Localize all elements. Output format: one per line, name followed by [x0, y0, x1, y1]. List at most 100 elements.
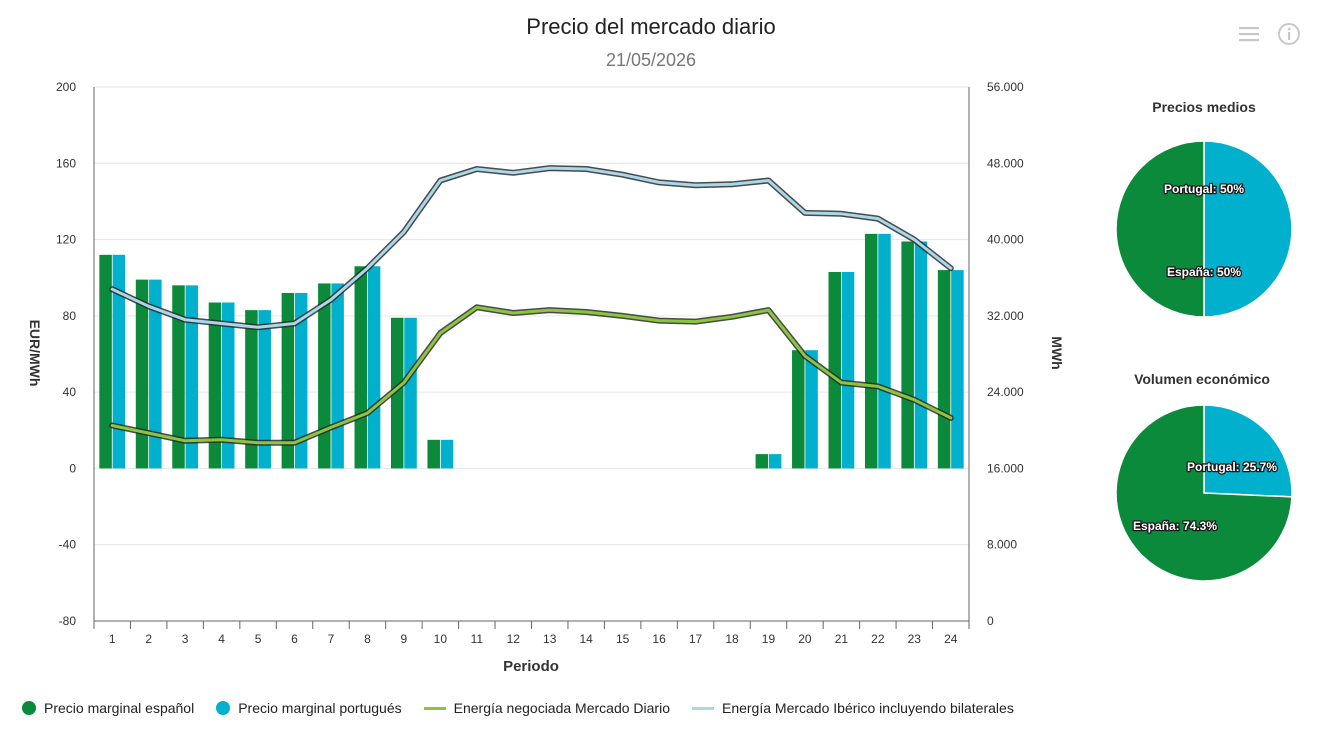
bar-precio-portugues: [841, 271, 855, 469]
bar-precio-espanol: [172, 285, 185, 469]
x-axis-label: Periodo: [503, 658, 559, 675]
x-tick-label: 18: [725, 632, 739, 646]
bar-precio-espanol: [937, 270, 951, 469]
legend-marker: [216, 701, 231, 715]
legend: Precio marginal español Precio marginal …: [22, 700, 1014, 716]
legend-item-energia-iberico[interactable]: Energía Mercado Ibérico incluyendo bilat…: [691, 700, 1014, 716]
x-tick-label: 23: [908, 632, 922, 646]
x-tick-label: 2: [145, 632, 152, 646]
bar-precio-portugues: [367, 266, 381, 469]
x-tick-label: 13: [543, 632, 557, 646]
info-icon[interactable]: [1276, 22, 1302, 46]
y-tick-label: 40: [63, 385, 77, 399]
pie-slice: [1203, 404, 1293, 498]
bar-precio-espanol: [427, 439, 440, 469]
bar-precio-portugues: [149, 279, 162, 469]
bar-precio-espanol: [864, 233, 878, 469]
pie-label: Portugal: 25.7%: [1187, 460, 1277, 474]
y-tick-label: 0: [69, 461, 76, 475]
hamburger-menu-icon[interactable]: [1236, 22, 1262, 46]
legend-item-precio-portugues[interactable]: Precio marginal portugués: [216, 700, 402, 716]
y-tick-label: 120: [56, 233, 76, 247]
legend-label: Precio marginal español: [44, 700, 195, 716]
x-tick-label: 8: [364, 632, 371, 646]
pie-volumen-economico: Portugal: 25.7% España: 74.3%: [1115, 404, 1293, 582]
bar-precio-espanol: [318, 283, 331, 469]
bar-precio-portugues: [294, 292, 308, 469]
bar-precio-espanol: [828, 271, 841, 469]
line-energia-diario: [110, 305, 953, 445]
y2-tick-label: 0: [987, 614, 994, 628]
x-tick-label: 4: [218, 632, 225, 646]
bar-precio-espanol: [901, 241, 914, 469]
bar-precio-espanol: [792, 350, 805, 469]
x-tick-label: 7: [328, 632, 335, 646]
x-tick-label: 15: [616, 632, 630, 646]
line-energia-diario-shadow: [109, 304, 954, 446]
x-tick-label: 17: [689, 632, 703, 646]
bar-precio-portugues: [112, 254, 126, 469]
pie-precios-medios: Portugal: 50% España: 50%: [1115, 140, 1293, 318]
y2-tick-label: 40.000: [987, 233, 1024, 247]
bar-precio-espanol: [354, 266, 368, 469]
bar-precio-espanol: [281, 292, 295, 469]
x-tick-label: 9: [401, 632, 408, 646]
bar-precio-portugues: [878, 233, 891, 469]
bar-precio-portugues: [222, 302, 235, 469]
line-energia-iberico: [110, 166, 953, 329]
legend-marker: [691, 706, 714, 710]
bar-precio-espanol: [135, 279, 149, 469]
y-tick-label: 160: [56, 156, 76, 170]
chart-subtitle: 21/05/2026: [605, 50, 697, 70]
y-tick-label: -80: [59, 614, 77, 628]
legend-item-precio-espanol[interactable]: Precio marginal español: [22, 700, 194, 716]
pie-slice: [1203, 140, 1293, 318]
bar-precio-portugues: [951, 270, 964, 469]
bars: [99, 233, 964, 469]
x-tick-label: 6: [291, 632, 298, 646]
chart-toolbar: [1236, 22, 1302, 46]
x-tick-label: 16: [652, 632, 666, 646]
y-tick-label: 200: [56, 80, 76, 94]
line-energia-iberico-shadow: [109, 165, 954, 331]
lines: [109, 165, 954, 446]
y2-tick-label: 32.000: [987, 309, 1024, 323]
legend-label: Precio marginal portugués: [238, 700, 402, 716]
bar-precio-espanol: [755, 454, 769, 469]
y-tick-label: -40: [59, 538, 77, 552]
pie-slice: [1115, 140, 1205, 318]
y-tick-label: 80: [63, 309, 77, 323]
bar-precio-portugues: [805, 350, 818, 469]
chart-title: Precio del mercado diario: [526, 14, 776, 39]
bar-precio-espanol: [245, 310, 258, 469]
legend-label: Energía negociada Mercado Diario: [453, 700, 670, 716]
legend-marker: [22, 701, 36, 715]
bar-precio-portugues: [258, 310, 271, 469]
bar-precio-portugues: [331, 283, 344, 469]
bar-precio-espanol: [99, 254, 112, 469]
y2-tick-label: 56.000: [987, 80, 1024, 94]
bar-precio-portugues: [440, 439, 454, 469]
x-tick-label: 3: [182, 632, 189, 646]
legend-marker: [423, 706, 446, 710]
pie-label: España: 50%: [1167, 265, 1241, 279]
pie-label: Portugal: 50%: [1164, 182, 1244, 196]
x-tick-label: 10: [434, 632, 448, 646]
legend-label: Energía Mercado Ibérico incluyendo bilat…: [721, 700, 1014, 716]
bar-precio-espanol: [390, 317, 404, 469]
x-tick-label: 22: [871, 632, 885, 646]
y2-tick-label: 24.000: [987, 385, 1024, 399]
x-tick-label: 11: [471, 632, 484, 646]
bar-precio-portugues: [768, 454, 782, 469]
x-tick-label: 19: [762, 632, 776, 646]
pie-slice: [1115, 404, 1293, 582]
bar-precio-portugues: [914, 241, 928, 469]
x-tick-label: 21: [835, 632, 849, 646]
pie2-title: Volumen económico: [1134, 371, 1270, 387]
y2-tick-label: 16.000: [987, 461, 1024, 475]
legend-item-energia-diario[interactable]: Energía negociada Mercado Diario: [423, 700, 670, 716]
pie-label: España: 74.3%: [1133, 519, 1217, 533]
grid: [94, 86, 969, 622]
